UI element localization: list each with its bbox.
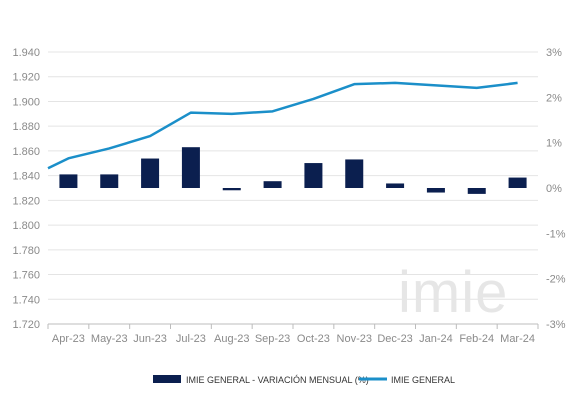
- y-left-tick-label: 1.780: [12, 245, 40, 257]
- bar: [304, 163, 323, 188]
- y-left-tick-label: 1.940: [12, 47, 40, 59]
- y-left-tick-label: 1.720: [12, 319, 40, 331]
- bar: [426, 188, 445, 193]
- bar: [263, 181, 282, 188]
- y-right-tick-label: 3%: [546, 47, 562, 59]
- y-right-tick-label: 1%: [546, 138, 562, 150]
- left-axis: 1.720 1.740 1.760 1.780 1.800 1.820 1.840 1.860…: [12, 47, 40, 331]
- y-right-tick-label: 2%: [546, 92, 562, 104]
- y-right-tick-label: -3%: [546, 319, 566, 331]
- x-tick-label: Jun-23: [133, 333, 167, 345]
- bar-series: [59, 147, 527, 194]
- x-tick-label: Mar-24: [500, 333, 535, 345]
- x-tick-label: Sep-23: [255, 333, 290, 345]
- bar: [508, 177, 527, 188]
- bar: [345, 159, 364, 188]
- x-tick-label: Nov-23: [337, 333, 372, 345]
- y-left-tick-label: 1.820: [12, 195, 40, 207]
- x-tick-label: Feb-24: [459, 333, 494, 345]
- bar: [467, 188, 486, 194]
- y-left-tick-label: 1.760: [12, 270, 40, 282]
- x-tick-label: May-23: [91, 333, 128, 345]
- right-axis: -3% -2% -1% 0% 1% 2% 3%: [546, 47, 566, 331]
- y-left-tick-label: 1.920: [12, 72, 40, 84]
- bar: [222, 188, 241, 191]
- legend-label-line: IMIE GENERAL: [391, 375, 455, 385]
- bar: [59, 174, 78, 188]
- x-tick-label: Apr-23: [52, 333, 85, 345]
- x-tick-label: Jul-23: [176, 333, 206, 345]
- y-right-tick-label: -2%: [546, 274, 566, 286]
- line-series-imie-general: [47, 81, 518, 170]
- bar: [141, 158, 160, 188]
- y-left-tick-label: 1.900: [12, 96, 40, 108]
- y-left-tick-label: 1.860: [12, 146, 40, 158]
- y-left-tick-label: 1.880: [12, 121, 40, 133]
- legend-label-bar: IMIE GENERAL - VARIACIÓN MENSUAL (%): [186, 375, 369, 385]
- bar: [100, 174, 119, 188]
- x-tick-label: Dec-23: [377, 333, 412, 345]
- x-tick-label: Oct-23: [297, 333, 330, 345]
- legend: IMIE GENERAL - VARIACIÓN MENSUAL (%) IMI…: [153, 375, 455, 385]
- x-tick-label: Jan-24: [419, 333, 453, 345]
- gridlines: [47, 51, 539, 329]
- bar: [386, 183, 405, 188]
- y-left-tick-label: 1.800: [12, 220, 40, 232]
- watermark-logo: imie: [398, 260, 508, 325]
- y-right-tick-label: 0%: [546, 183, 562, 195]
- y-left-tick-label: 1.840: [12, 171, 40, 183]
- legend-swatch-bar: [153, 375, 181, 383]
- bar: [181, 147, 200, 188]
- y-right-tick-label: -1%: [546, 228, 566, 240]
- y-left-tick-label: 1.740: [12, 294, 40, 306]
- x-tick-label: Aug-23: [214, 333, 249, 345]
- x-axis: Apr-23 May-23 Jun-23 Jul-23 Aug-23 Sep-23 Oct-…: [52, 333, 535, 345]
